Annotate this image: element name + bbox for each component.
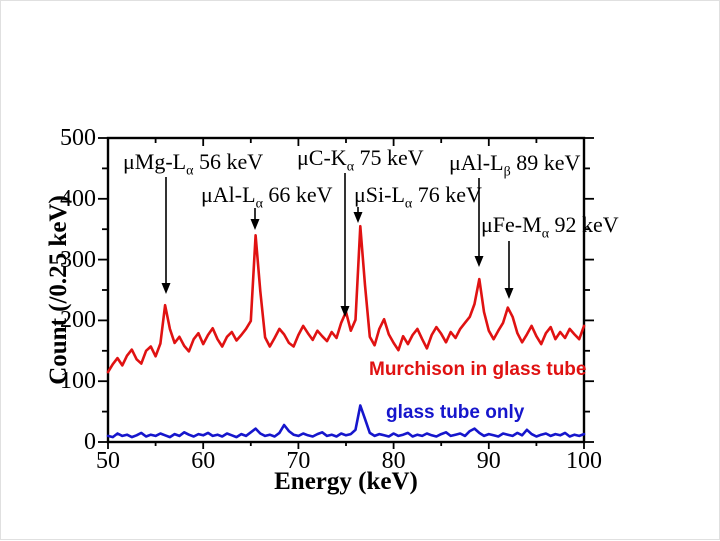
- peak-arrow-head: [161, 283, 171, 294]
- x-tick-label: 90: [476, 448, 501, 474]
- x-tick-label: 80: [381, 448, 406, 474]
- peak-arrow-head: [250, 219, 260, 230]
- y-tick-label: 0: [84, 429, 96, 455]
- x-axis-title: Energy (keV): [274, 468, 418, 495]
- peak-arrow-head: [353, 212, 363, 223]
- peak-annotation: μMg-Lα 56 keV: [123, 149, 264, 179]
- legend-label-glass-tube: glass tube only: [386, 402, 525, 423]
- y-tick-label: 300: [60, 246, 96, 273]
- peak-annotation: μFe-Mα 92 keV: [481, 212, 619, 242]
- x-tick-label: 50: [96, 448, 120, 474]
- peak-annotation: μC-Kα 75 keV: [297, 145, 424, 175]
- series-line-murchison: [106, 224, 586, 374]
- series-line-glass-tube: [106, 404, 586, 439]
- y-tick-label: 500: [60, 125, 96, 151]
- x-tick-label: 100: [566, 448, 602, 474]
- x-tick-label: 70: [286, 448, 311, 474]
- peak-arrow-head: [474, 256, 484, 267]
- y-tick-label: 100: [60, 368, 96, 395]
- peak-annotation: μSi-Lα 76 keV: [354, 182, 482, 212]
- peak-arrow-head: [340, 306, 350, 317]
- x-tick-label: 60: [191, 448, 216, 474]
- y-tick-label: 200: [60, 307, 96, 334]
- y-axis-title: Count (/0.25 keV): [45, 195, 72, 385]
- peak-arrow-head: [504, 288, 514, 299]
- legend-label-murchison: Murchison in glass tube: [369, 359, 587, 380]
- y-tick-label: 400: [60, 185, 96, 212]
- peak-annotation: μAl-Lα 66 keV: [201, 182, 333, 212]
- peak-annotation: μAl-Lβ 89 keV: [449, 150, 581, 180]
